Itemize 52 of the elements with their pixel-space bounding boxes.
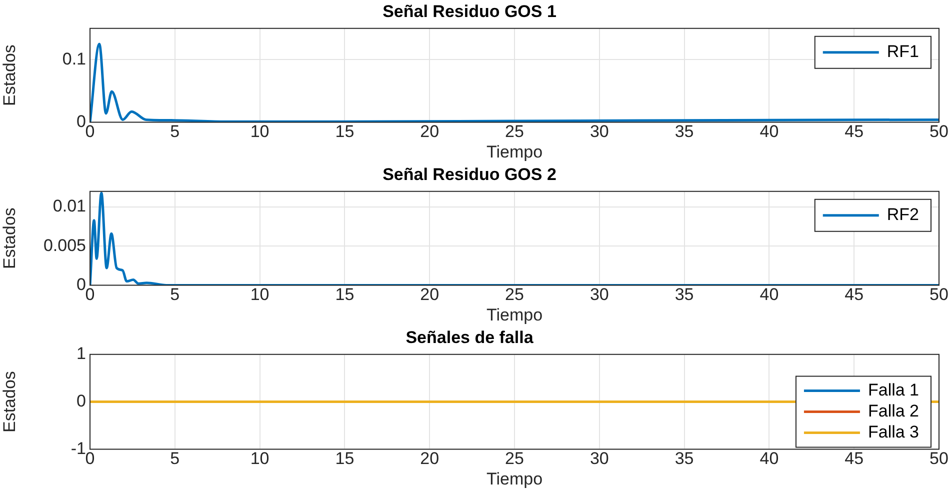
x-tick-label: 40	[760, 122, 779, 142]
x-axis-title: Tiempo	[486, 469, 543, 488]
legend-label: Falla 3	[868, 422, 920, 442]
x-tick-label: 50	[930, 285, 948, 304]
y-tick-label: 0	[76, 391, 86, 410]
legend-label: RF2	[886, 205, 920, 224]
x-tick-label: 30	[590, 285, 609, 304]
legend-label: RF1	[886, 42, 920, 62]
line-series	[90, 42, 939, 122]
y-tick-label: 0.005	[43, 236, 86, 255]
x-tick-label: 40	[760, 285, 779, 304]
x-tick-label: 5	[170, 449, 180, 468]
y-tick-label: 1	[76, 344, 86, 364]
y-tick-label: 0.01	[52, 196, 86, 216]
x-tick-label: 35	[674, 122, 694, 142]
x-tick-label: 45	[844, 122, 864, 142]
x-tick-label: 15	[335, 449, 354, 468]
x-tick-label: 20	[420, 122, 440, 142]
x-tick-label: 15	[335, 122, 354, 142]
x-tick-label: 5	[170, 285, 180, 304]
x-tick-label: 30	[590, 449, 609, 468]
x-tick-label: 45	[844, 449, 864, 468]
x-tick-label: 20	[420, 285, 440, 304]
legend-label: Falla 2	[868, 401, 920, 420]
y-axis-title: Estados	[0, 44, 19, 106]
x-tick-label: 50	[930, 449, 948, 468]
x-tick-label: 35	[674, 285, 694, 304]
x-tick-label: 10	[250, 285, 270, 304]
x-tick-label: 30	[590, 122, 609, 142]
x-tick-label: 45	[844, 285, 864, 304]
legend-label: Falla 1	[868, 380, 920, 400]
x-tick-label: 20	[420, 449, 440, 468]
x-tick-label: 25	[505, 449, 524, 468]
y-tick-label: 0.1	[62, 49, 86, 68]
y-tick-label: -1	[70, 438, 86, 458]
chart-title: Señal Residuo GOS 1	[382, 2, 556, 21]
line-series	[90, 192, 939, 286]
x-tick-label: 40	[760, 449, 779, 468]
x-tick-label: 35	[674, 449, 694, 468]
x-tick-label: 25	[505, 122, 524, 142]
x-axis-title: Tiempo	[486, 305, 543, 324]
x-tick-label: 10	[250, 449, 270, 468]
x-tick-label: 15	[335, 285, 354, 304]
x-axis-title: Tiempo	[486, 142, 543, 162]
x-tick-label: 10	[250, 122, 270, 142]
chart-title: Señales de falla	[406, 328, 534, 347]
chart-title: Señal Residuo GOS 2	[382, 164, 556, 184]
y-axis-title: Estados	[0, 208, 19, 270]
x-tick-label: 5	[170, 122, 180, 142]
y-axis-title: Estados	[0, 371, 19, 433]
x-tick-label: 50	[930, 122, 948, 142]
x-tick-label: 25	[505, 285, 524, 304]
